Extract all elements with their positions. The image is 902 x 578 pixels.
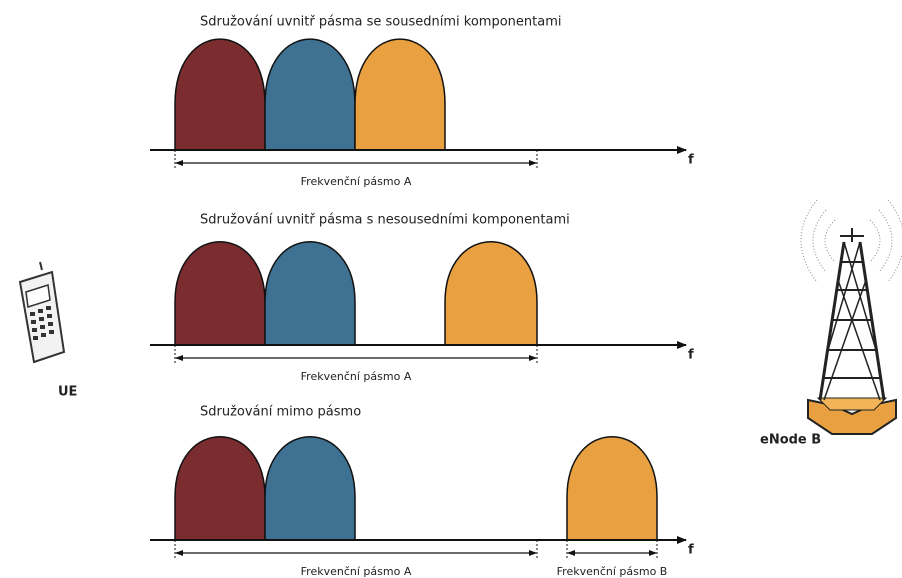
- band-label: Frekvenční pásmo A: [301, 370, 412, 383]
- enodeb-tower: [800, 199, 902, 435]
- section-title: Sdružování mimo pásmo: [200, 405, 361, 420]
- axis-label: f: [688, 348, 694, 363]
- band-label: Frekvenční pásmo A: [301, 565, 412, 578]
- carrier-component: [264, 240, 356, 346]
- carrier-component: [174, 435, 266, 541]
- section-title: Sdružování uvnitř pásma se sousedními ko…: [200, 15, 561, 30]
- axis-label: f: [688, 153, 694, 168]
- carrier-component: [444, 240, 538, 346]
- carrier-component: [174, 240, 266, 346]
- ue-phone: [18, 261, 66, 364]
- ue-label: UE: [58, 385, 77, 400]
- carrier-component: [354, 38, 446, 151]
- band-label: Frekvenční pásmo B: [557, 565, 668, 578]
- carrier-component: [264, 38, 356, 151]
- carrier-component: [174, 38, 266, 151]
- carrier-component: [566, 435, 658, 541]
- enodeb-label: eNode B: [760, 433, 821, 448]
- axis-label: f: [688, 543, 694, 558]
- carrier-component: [264, 435, 356, 541]
- section-title: Sdružování uvnitř pásma s nesousedními k…: [200, 213, 570, 228]
- band-label: Frekvenční pásmo A: [301, 175, 412, 188]
